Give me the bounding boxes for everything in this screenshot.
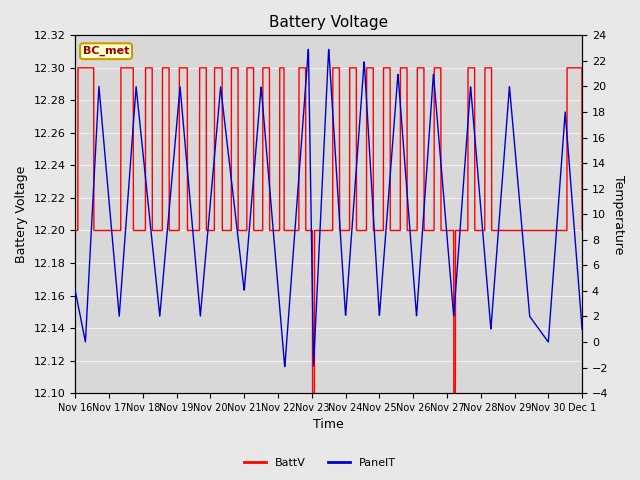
Legend: BattV, PanelT: BattV, PanelT [239, 453, 401, 472]
Title: Battery Voltage: Battery Voltage [269, 15, 388, 30]
Y-axis label: Temperature: Temperature [612, 175, 625, 254]
Text: BC_met: BC_met [83, 46, 129, 56]
Y-axis label: Battery Voltage: Battery Voltage [15, 166, 28, 263]
X-axis label: Time: Time [314, 419, 344, 432]
